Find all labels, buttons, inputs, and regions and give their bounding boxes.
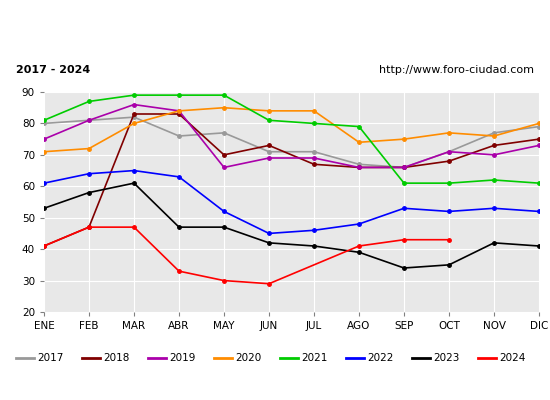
Text: 2023: 2023 bbox=[433, 353, 460, 363]
Text: 2019: 2019 bbox=[169, 353, 196, 363]
Text: 2022: 2022 bbox=[367, 353, 394, 363]
Text: 2021: 2021 bbox=[301, 353, 328, 363]
Text: 2020: 2020 bbox=[235, 353, 262, 363]
Text: 2024: 2024 bbox=[499, 353, 526, 363]
Text: http://www.foro-ciudad.com: http://www.foro-ciudad.com bbox=[379, 65, 534, 75]
Text: 2018: 2018 bbox=[103, 353, 130, 363]
Text: 2017 - 2024: 2017 - 2024 bbox=[16, 65, 91, 75]
Text: 2017: 2017 bbox=[37, 353, 64, 363]
Text: Evolucion del paro registrado en Roales: Evolucion del paro registrado en Roales bbox=[123, 16, 427, 32]
